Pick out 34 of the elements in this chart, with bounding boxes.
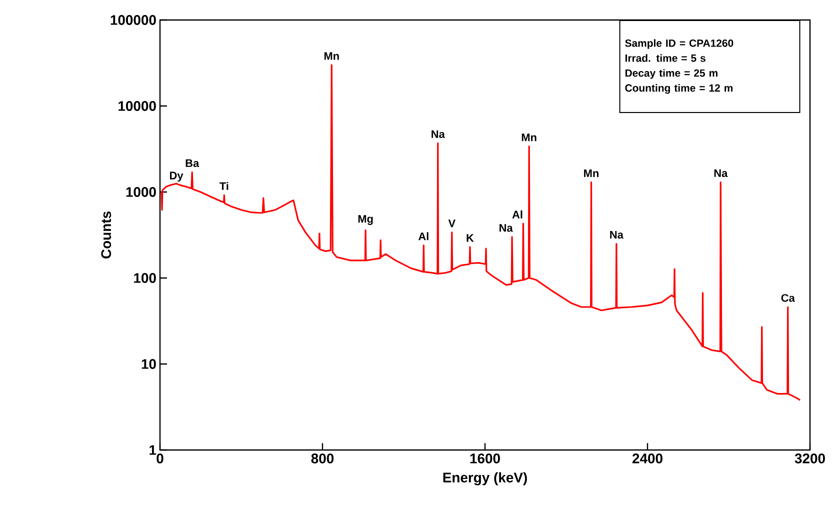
annotation: Sample ID = CPA1260 <box>625 39 734 49</box>
annotation: Mg <box>358 215 373 225</box>
y-tick-label: 10 <box>142 359 156 369</box>
line-series <box>160 64 801 401</box>
annotation: Ti <box>220 182 228 190</box>
annotation: Irrad. time = 5 s <box>625 54 706 62</box>
annotation: Mn <box>522 134 536 142</box>
y-tick-label: 1000 <box>126 187 156 197</box>
annotation: Mn <box>584 169 598 178</box>
x-axis-title: Energy (keV) <box>443 472 527 486</box>
annotation: Mn <box>324 52 339 60</box>
y-axis-title: Counts <box>101 212 112 258</box>
annotation: K <box>466 234 474 242</box>
annotation: Na <box>714 169 728 178</box>
x-tick-label: 0 <box>156 454 164 464</box>
y-tick-label: 100 <box>134 273 156 283</box>
annotation: Dy <box>170 172 184 182</box>
annotation: Counting time = 12 m <box>625 84 733 94</box>
x-tick-label: 1600 <box>470 454 500 464</box>
annotation: Al <box>418 232 428 240</box>
annotation: Na <box>432 130 445 138</box>
annotation: Al <box>512 210 522 218</box>
annotation: Na <box>610 230 624 239</box>
y-tick-label: 10000 <box>118 101 156 111</box>
annotation: Na <box>500 224 513 232</box>
annotation: Ba <box>186 159 200 168</box>
annotation: V <box>448 220 456 228</box>
annotation: Ca <box>781 294 795 302</box>
x-tick-label: 2400 <box>632 454 662 464</box>
x-tick-label: 3200 <box>794 454 825 464</box>
y-tick-label: 100000 <box>110 15 156 25</box>
y-tick-label: 1 <box>150 445 156 455</box>
x-tick-label: 800 <box>311 454 334 464</box>
annotation: Decay time = 25 m <box>625 69 718 79</box>
